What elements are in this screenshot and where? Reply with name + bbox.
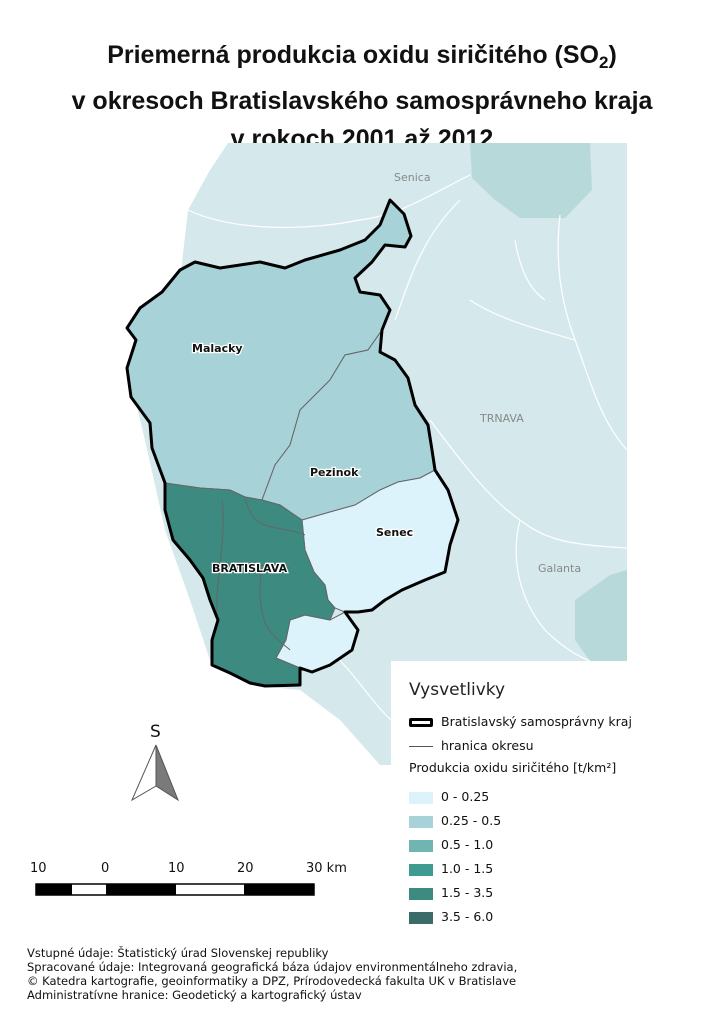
title-line-1: Priemerná produkcia oxidu siričitého (SO… xyxy=(107,41,617,72)
district-label-malacky: Malacky xyxy=(192,342,243,355)
legend: Vysvetlivky Bratislavský samosprávny kra… xyxy=(391,662,636,942)
legend-swatch xyxy=(409,839,433,852)
credit-line: Spracované údaje: Integrovaná geografick… xyxy=(27,960,518,974)
legend-kraj: Bratislavský samosprávny kraj xyxy=(409,714,632,729)
bratislava-subdistrict-lines xyxy=(216,496,306,651)
scale-label: 0 xyxy=(101,861,110,876)
north-arrow xyxy=(130,744,180,802)
neighbor-borders xyxy=(187,174,628,721)
district-senec[interactable] xyxy=(275,469,459,673)
legend-kraj-label: Bratislavský samosprávny kraj xyxy=(441,714,632,729)
kraj-symbol xyxy=(409,718,433,727)
north-arrow-label: S xyxy=(150,722,161,742)
legend-class: 1.5 - 3.5 xyxy=(409,885,493,900)
district-label-bratislava: BRATISLAVA xyxy=(212,562,288,575)
region-outline xyxy=(125,198,460,688)
credits: Vstupné údaje: Štatistický úrad Slovensk… xyxy=(27,946,517,1002)
scale-bar xyxy=(35,883,315,896)
scale-label: 10 xyxy=(30,861,47,876)
credit-line: Vstupné údaje: Štatistický úrad Slovensk… xyxy=(27,946,329,960)
districts xyxy=(126,199,459,687)
neighbor-dark-patch-north xyxy=(470,143,592,218)
title-line-2: v okresoch Bratislavského samosprávneho … xyxy=(71,87,653,115)
legend-okres-label: hranica okresu xyxy=(441,738,534,753)
legend-okres: hranica okresu xyxy=(409,738,534,753)
legend-class: 1.0 - 1.5 xyxy=(409,861,493,876)
okres-symbol xyxy=(409,746,433,747)
credit-line: Administratívne hranice: Geodetický a ka… xyxy=(27,988,362,1002)
district-label-senec: Senec xyxy=(376,526,413,539)
legend-class: 0.5 - 1.0 xyxy=(409,837,493,852)
legend-swatch xyxy=(409,791,433,804)
place-label-galanta: Galanta xyxy=(538,562,581,575)
legend-swatch xyxy=(409,911,433,924)
neighbor-dark-patch-south xyxy=(575,570,627,661)
legend-title: Vysvetlivky xyxy=(409,680,506,700)
district-label-pezinok: Pezinok xyxy=(310,466,359,479)
place-label-trnava: TRNAVA xyxy=(479,412,524,425)
north-arrow-right-half xyxy=(155,744,180,802)
north-arrow-left-half xyxy=(130,744,157,802)
legend-class: 3.5 - 6.0 xyxy=(409,909,493,924)
legend-class: 0 - 0.25 xyxy=(409,789,489,804)
legend-swatch xyxy=(409,887,433,900)
place-label-senica: Senica xyxy=(394,171,431,184)
scale-label: 30 km xyxy=(306,861,347,876)
scale-label: 10 xyxy=(168,861,185,876)
legend-class: 0.25 - 0.5 xyxy=(409,813,501,828)
credit-line: © Katedra kartografie, geoinformatiky a … xyxy=(27,974,517,988)
legend-swatch xyxy=(409,815,433,828)
map-title: Priemerná produkcia oxidu siričitého (SO… xyxy=(0,36,724,158)
legend-swatch xyxy=(409,863,433,876)
scale-label: 20 xyxy=(237,861,254,876)
legend-measure-label: Produkcia oxidu siričitého [t/km²] xyxy=(409,760,617,775)
